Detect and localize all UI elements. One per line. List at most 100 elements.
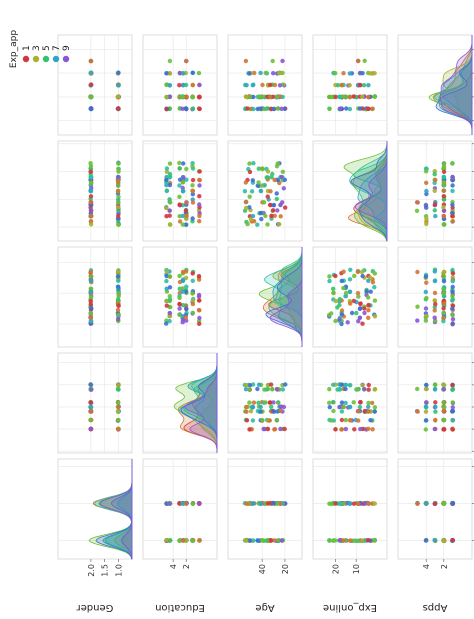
- scatter-point: [116, 387, 121, 392]
- y-tick-label: 4: [422, 564, 431, 569]
- scatter-point: [247, 194, 252, 199]
- scatter-point: [115, 426, 121, 432]
- scatter-point: [184, 284, 189, 289]
- scatter-point: [252, 70, 257, 76]
- scatter-point: [88, 200, 93, 205]
- scatter-point: [433, 382, 438, 387]
- scatter-point: [352, 273, 357, 279]
- scatter-point: [269, 175, 274, 180]
- scatter-point: [358, 426, 363, 432]
- scatter-point: [245, 106, 250, 111]
- scatter-point: [247, 71, 252, 76]
- scatter-point: [341, 94, 346, 99]
- pair-cell-Gender-Exp_online: [57, 140, 133, 242]
- scatter-point: [243, 404, 249, 410]
- scatter-point: [450, 427, 455, 432]
- scatter-point: [184, 216, 189, 221]
- scatter-point: [372, 538, 377, 543]
- scatter-point: [190, 271, 195, 276]
- scatter-point: [261, 200, 267, 205]
- scatter-point: [89, 318, 94, 324]
- scatter-point: [184, 306, 189, 311]
- scatter-point: [164, 303, 170, 308]
- scatter-point: [116, 404, 121, 409]
- scatter-point: [190, 70, 195, 75]
- scatter-point: [423, 538, 429, 543]
- cell-frame: [312, 352, 388, 454]
- pair-cell-Apps-Education: [397, 352, 473, 454]
- scatter-point: [276, 538, 281, 543]
- scatter-point: [277, 71, 282, 76]
- scatter-point: [450, 405, 455, 410]
- scatter-point: [167, 94, 172, 99]
- scatter-point: [190, 216, 195, 221]
- scatter-point: [177, 194, 182, 199]
- y-tick-label: 1.5: [101, 564, 110, 577]
- scatter-point: [450, 387, 456, 392]
- scatter-point: [433, 404, 438, 409]
- scatter-point: [333, 298, 339, 304]
- scatter-point: [197, 298, 202, 303]
- scatter-point: [167, 208, 172, 213]
- scatter-point: [441, 222, 446, 227]
- y-axis-label-Exp_online: Exp_online: [323, 602, 377, 613]
- scatter-point: [190, 94, 195, 100]
- scatter-point: [366, 278, 371, 283]
- scatter-point: [268, 500, 273, 506]
- scatter-point: [255, 222, 260, 227]
- scatter-point: [432, 537, 437, 543]
- scatter-point: [372, 71, 377, 76]
- scatter-point: [450, 174, 455, 180]
- scatter-point: [423, 274, 429, 279]
- scatter-point: [164, 278, 169, 284]
- y-tick-label: 1.0: [114, 564, 123, 577]
- pair-cell-Exp_online-Apps: [312, 34, 388, 136]
- scatter-point: [331, 408, 336, 414]
- scatter-point: [432, 172, 437, 177]
- scatter-point: [347, 71, 352, 76]
- scatter-point: [347, 404, 353, 410]
- scatter-point: [333, 538, 338, 543]
- scatter-point: [347, 501, 352, 506]
- cell-frame: [142, 140, 218, 242]
- scatter-point: [372, 298, 378, 303]
- scatter-point: [244, 409, 249, 414]
- scatter-point: [343, 417, 348, 423]
- scatter-point: [116, 194, 121, 199]
- scatter-point: [360, 321, 365, 326]
- scatter-point: [271, 202, 277, 208]
- scatter-point: [360, 273, 365, 279]
- cell-frame: [227, 140, 303, 242]
- scatter-point: [424, 180, 429, 185]
- scatter-point: [255, 538, 260, 543]
- scatter-point: [351, 501, 357, 506]
- scatter-point: [88, 169, 94, 174]
- scatter-point: [331, 399, 336, 405]
- scatter-point: [116, 200, 121, 205]
- scatter-point: [116, 417, 121, 423]
- pair-cell-Gender-Age: [57, 246, 133, 348]
- scatter-point: [89, 70, 94, 75]
- scatter-point: [271, 71, 276, 76]
- scatter-point: [190, 278, 196, 283]
- scatter-point: [450, 202, 455, 207]
- scatter-point: [197, 169, 202, 174]
- legend-marker-7: [52, 55, 60, 63]
- scatter-point: [358, 399, 363, 405]
- scatter-point: [370, 427, 375, 432]
- scatter-point: [177, 166, 183, 171]
- scatter-point: [343, 290, 349, 296]
- scatter-point: [432, 269, 437, 274]
- scatter-point: [88, 274, 94, 279]
- scatter-point: [164, 106, 170, 112]
- scatter-point: [450, 306, 455, 311]
- scatter-point: [88, 180, 94, 185]
- scatter-point: [255, 183, 260, 188]
- scatter-point: [357, 106, 363, 111]
- scatter-point: [190, 106, 196, 112]
- scatter-point: [256, 94, 262, 99]
- scatter-point: [441, 310, 446, 316]
- y-tick-label: 4: [169, 564, 178, 569]
- scatter-point: [337, 538, 343, 543]
- scatter-point: [424, 280, 429, 285]
